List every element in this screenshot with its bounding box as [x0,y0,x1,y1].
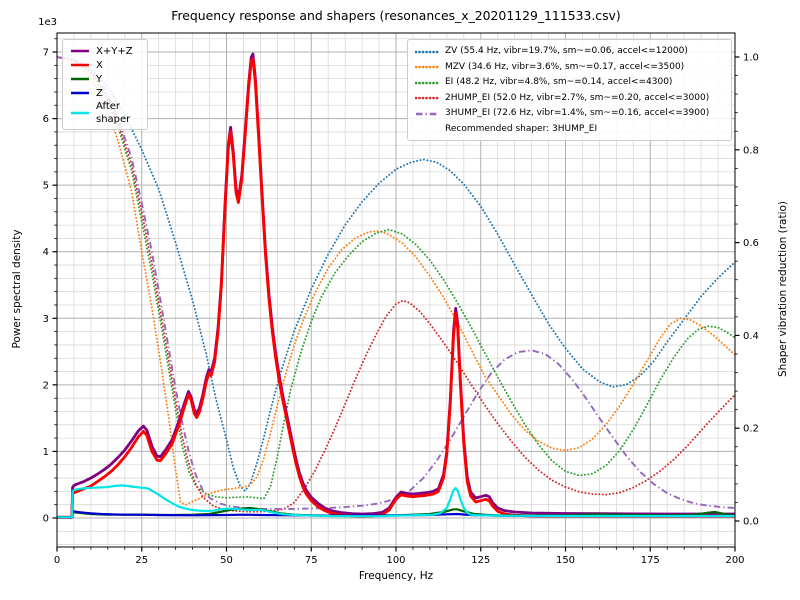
series-ei [57,56,735,500]
legend-shapers: ZV (55.4 Hz, vibr=19.7%, sm~=0.06, accel… [407,39,732,141]
y-left-tick-label: 0 [43,513,49,524]
legend-line-sample [416,112,438,116]
series-2hump-ei [57,56,735,513]
legend-label: X+Y+Z [96,45,133,57]
y-right-tick-label: 1.0 [743,52,759,63]
series-after-shaper [57,484,735,519]
legend-line-sample [71,63,89,67]
x-tick-label: 100 [386,555,405,566]
series-x [57,57,735,519]
series-3hump-ei [57,56,735,510]
x-tick-label: 200 [725,555,744,566]
legend-line-sample [71,77,89,81]
legend-item-mzv: MZV (34.6 Hz, vibr=3.6%, sm~=0.17, accel… [415,60,724,76]
y-right-tick-label: 0.0 [743,517,759,528]
y-right-tick-label: 0.8 [743,145,759,156]
legend-label: 3HUMP_EI (72.6 Hz, vibr=1.4%, sm~=0.16, … [445,108,710,119]
x-tick-label: 175 [641,555,660,566]
x-tick-label: 125 [471,555,490,566]
legend-item-z: Z [70,86,140,100]
y-left-tick-label: 3 [43,314,49,325]
y-axis-label-left: Power spectral density [11,229,23,349]
x-axis-label: Frequency, Hz [358,570,434,582]
legend-label: ZV (55.4 Hz, vibr=19.7%, sm~=0.06, accel… [445,46,688,57]
legend-line-sample [415,50,439,54]
y-axis-offset-label: 1e3 [38,17,57,28]
legend-line-sample [71,111,89,115]
x-tick-label: 150 [556,555,575,566]
y-left-tick-label: 1 [43,447,49,458]
y-axis-label-right: Shaper vibration reduction (ratio) [777,200,789,378]
legend-label: Recommended shaper: 3HUMP_EI [445,123,598,134]
legend-label: MZV (34.6 Hz, vibr=3.6%, sm~=0.17, accel… [445,61,685,72]
legend-line-sample [71,49,89,53]
legend-item-x-y-z: X+Y+Z [70,44,140,58]
y-right-tick-label: 0.6 [743,238,759,249]
legend-item-2hump-ei: 2HUMP_EI (52.0 Hz, vibr=2.7%, sm~=0.20, … [415,91,724,107]
x-tick-label: 0 [54,555,60,566]
legend-series: X+Y+Z X Y Z After shaper [62,39,148,130]
legend-label: After shaper [96,101,131,125]
legend-line-sample [415,65,439,69]
legend-item-after-shaper: After shaper [70,100,140,126]
x-tick-label: 75 [305,555,318,566]
legend-item-3hump-ei: 3HUMP_EI (72.6 Hz, vibr=1.4%, sm~=0.16, … [415,106,724,122]
legend-label: X [96,59,103,71]
series-zv [57,56,735,492]
x-tick-label: 25 [135,555,148,566]
y-right-tick-label: 0.4 [743,331,759,342]
legend-label: Z [96,87,103,99]
legend-item-zv: ZV (55.4 Hz, vibr=19.7%, sm~=0.06, accel… [415,44,724,60]
legend-label: Y [96,73,103,85]
legend-line-sample [71,91,89,95]
y-left-tick-label: 4 [43,247,49,258]
y-left-tick-label: 7 [43,48,49,59]
legend-item-recommended-shaper: Recommended shaper: 3HUMP_EI [415,122,724,138]
chart-title: Frequency response and shapers (resonanc… [171,8,621,23]
series-mzv [57,56,735,506]
legend-item-ei: EI (48.2 Hz, vibr=4.8%, sm~=0.14, accel<… [415,75,724,91]
legend-line-sample [415,124,439,134]
legend-label: 2HUMP_EI (52.0 Hz, vibr=2.7%, sm~=0.20, … [445,92,710,103]
y-left-tick-label: 6 [43,114,49,125]
legend-item-x: X [70,58,140,72]
legend-label: EI (48.2 Hz, vibr=4.8%, sm~=0.14, accel<… [445,77,673,88]
y-right-tick-label: 0.2 [743,424,759,435]
legend-item-y: Y [70,72,140,86]
legend-line-sample [415,81,439,85]
y-left-tick-label: 5 [43,181,49,192]
y-left-tick-label: 2 [43,380,49,391]
legend-line-sample [415,96,439,100]
x-tick-label: 50 [220,555,233,566]
